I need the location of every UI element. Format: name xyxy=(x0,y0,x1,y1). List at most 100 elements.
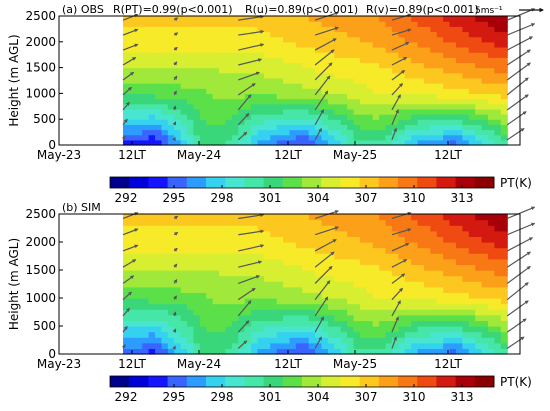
wind-arrow xyxy=(391,94,401,111)
pt-cell xyxy=(353,41,361,48)
pt-cell xyxy=(212,46,220,53)
pt-cell xyxy=(372,348,380,355)
pt-cell xyxy=(199,214,207,221)
pt-cell xyxy=(404,264,412,271)
pt-cell xyxy=(411,320,419,327)
pt-cell xyxy=(225,114,233,120)
pt-cell xyxy=(295,98,303,105)
pt-cell xyxy=(219,214,227,221)
pt-cell xyxy=(449,320,457,327)
pt-cell xyxy=(404,36,412,43)
wind-arrow xyxy=(172,121,177,126)
pt-cell xyxy=(417,236,425,243)
pt-cell xyxy=(359,225,367,232)
pt-cell xyxy=(289,88,297,94)
pt-cell xyxy=(404,83,412,89)
wind-arrow xyxy=(238,229,265,236)
pt-cell xyxy=(302,214,310,221)
wind-arrow xyxy=(314,210,339,220)
pt-cell xyxy=(417,337,425,344)
pt-cell xyxy=(142,303,150,310)
pt-cell xyxy=(187,314,195,321)
pt-cell xyxy=(231,258,239,265)
pt-cell xyxy=(411,72,419,79)
pt-cell xyxy=(167,286,175,293)
pt-cell xyxy=(327,275,335,282)
pt-cell xyxy=(129,342,137,349)
pt-cell xyxy=(225,72,233,79)
pt-cell xyxy=(398,303,406,310)
pt-cell xyxy=(411,57,419,64)
pt-cell xyxy=(385,258,393,265)
pt-cell xyxy=(180,57,188,64)
pt-cell xyxy=(430,62,438,69)
pt-cell xyxy=(283,298,291,305)
pt-cell xyxy=(174,242,182,249)
pt-cell xyxy=(251,320,259,327)
pt-cell xyxy=(404,108,412,115)
pt-cell xyxy=(263,26,271,33)
pt-cell xyxy=(167,77,175,84)
pt-cell xyxy=(340,286,348,293)
pt-cell xyxy=(430,270,438,277)
pt-cell xyxy=(404,16,412,22)
pt-cell xyxy=(276,270,284,277)
pt-cell xyxy=(468,93,476,100)
wind-arrow xyxy=(506,62,531,81)
pt-cell xyxy=(430,348,438,355)
pt-cell xyxy=(302,281,310,288)
pt-cell xyxy=(135,348,143,355)
pt-cell xyxy=(468,214,476,221)
pt-cell xyxy=(219,242,227,249)
wind-arrow xyxy=(391,109,399,126)
pt-cell xyxy=(481,72,489,79)
pt-cell xyxy=(193,253,201,260)
pt-cell xyxy=(398,36,406,43)
pt-cell xyxy=(129,242,137,249)
pt-cell xyxy=(379,52,387,58)
x-tick-label: May-25 xyxy=(333,148,377,162)
pt-cell xyxy=(155,103,163,110)
pt-cell xyxy=(148,337,156,344)
pt-cell xyxy=(487,253,495,260)
pt-cell xyxy=(455,98,463,105)
pt-cell xyxy=(500,114,508,120)
pt-cell xyxy=(398,108,406,115)
pt-cell xyxy=(366,41,374,48)
pt-cell xyxy=(289,303,297,310)
pt-cell xyxy=(404,77,412,84)
pt-cell xyxy=(302,326,310,333)
pt-cell xyxy=(251,298,259,305)
pt-cell xyxy=(231,52,239,58)
pt-cell xyxy=(327,214,335,221)
pt-cell xyxy=(193,286,201,293)
pt-cell xyxy=(193,219,201,226)
pt-cell xyxy=(430,253,438,260)
pt-cell xyxy=(475,286,483,293)
pt-cell xyxy=(225,309,233,316)
pt-cell xyxy=(212,264,220,271)
pt-cell xyxy=(430,230,438,237)
wind-arrow xyxy=(238,244,265,252)
pt-cell xyxy=(455,314,463,321)
pt-cell xyxy=(289,281,297,288)
pt-cell xyxy=(411,326,419,333)
pt-cell xyxy=(391,348,399,355)
pt-cell xyxy=(372,286,380,293)
pt-cell xyxy=(206,281,214,288)
pt-cell xyxy=(187,264,195,271)
pt-cell xyxy=(372,26,380,33)
pt-cell xyxy=(161,16,169,22)
pt-cell xyxy=(212,219,220,226)
pt-cell xyxy=(187,93,195,100)
pt-cell xyxy=(500,309,508,316)
pt-cell xyxy=(193,52,201,58)
pt-cell xyxy=(455,247,463,254)
pt-cell xyxy=(225,103,233,110)
pt-cell xyxy=(225,98,233,105)
pt-cell xyxy=(334,342,342,349)
colorbar-swatch xyxy=(455,177,476,188)
pt-cell xyxy=(263,225,271,232)
pt-cell xyxy=(423,16,431,22)
pt-cell xyxy=(481,31,489,38)
